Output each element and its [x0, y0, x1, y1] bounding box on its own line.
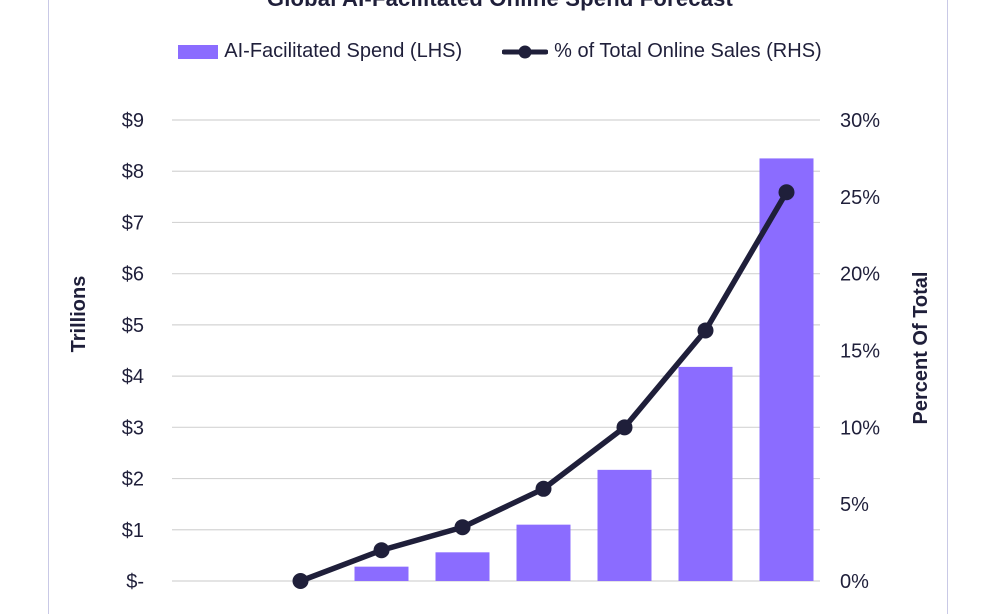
right-tick-label: 30% — [840, 110, 880, 132]
bar — [759, 158, 814, 581]
bar — [354, 566, 409, 581]
chart-plot: $- $1 $2 $3 $4 $5 $6 $7 $8 $9 0% 5% 10% 15% 20% 25% 30% T… — [68, 110, 932, 593]
share-point — [697, 322, 714, 339]
legend-item-spend: AI-Facilitated Spend (LHS) — [178, 40, 462, 63]
bar — [516, 524, 571, 581]
share-point — [535, 480, 552, 497]
legend-item-share: % of Total Online Sales (RHS) — [502, 40, 822, 63]
legend-label-share: % of Total Online Sales (RHS) — [554, 40, 822, 62]
legend: AI-Facilitated Spend (LHS) % of Total On… — [0, 40, 1000, 63]
share-point — [616, 419, 633, 436]
legend-label-spend: AI-Facilitated Spend (LHS) — [224, 40, 463, 62]
left-tick-label: $1 — [122, 520, 144, 542]
legend-swatch-bar — [178, 44, 219, 59]
right-tick-label: 10% — [840, 417, 880, 439]
left-tick-label: $5 — [122, 315, 144, 337]
share-point — [778, 184, 795, 201]
left-tick-label: $4 — [122, 366, 144, 388]
chart-title: Global AI-Facilitated Online Spend Forec… — [0, 0, 1000, 12]
legend-swatch-line — [502, 45, 549, 58]
right-tick-label: 5% — [840, 494, 869, 516]
share-point — [373, 542, 390, 559]
share-point — [454, 519, 471, 536]
bar — [597, 469, 652, 581]
right-axis-title: Percent Of Total — [910, 272, 932, 425]
left-tick-label: $3 — [122, 417, 144, 439]
chart-frame — [48, 0, 948, 614]
right-tick-label: 15% — [840, 341, 880, 363]
left-tick-label: $7 — [122, 212, 144, 234]
share-point — [292, 573, 309, 589]
left-tick-label: $2 — [122, 469, 144, 491]
right-tick-label: 20% — [840, 264, 880, 286]
left-tick-label: $8 — [122, 161, 144, 183]
left-tick-label: $9 — [122, 110, 144, 132]
left-tick-label: $6 — [122, 264, 144, 286]
bar — [678, 366, 733, 581]
right-tick-label: 25% — [840, 187, 880, 209]
bar — [435, 552, 490, 581]
left-tick-label: $- — [126, 571, 144, 593]
right-tick-label: 0% — [840, 571, 869, 593]
left-axis-title: Trillions — [68, 276, 90, 353]
